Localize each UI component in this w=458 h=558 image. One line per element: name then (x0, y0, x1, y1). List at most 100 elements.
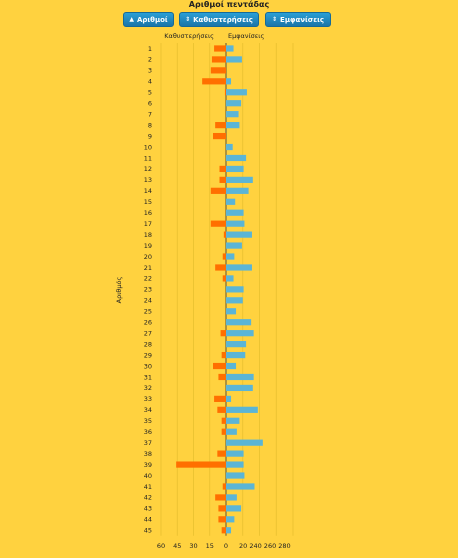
appearance-bar (226, 483, 255, 490)
appearance-bar (226, 384, 253, 392)
category-label: 36 (144, 428, 152, 436)
category-label: 17 (144, 220, 152, 228)
category-label: 4 (148, 78, 152, 86)
delay-bar (210, 220, 226, 227)
appearance-bar (226, 165, 244, 173)
category-label: 26 (144, 319, 152, 327)
appearance-bar (226, 209, 244, 216)
delay-bar (224, 89, 226, 96)
appearance-bar (226, 122, 240, 129)
category-label: 42 (144, 494, 152, 502)
delay-bar (215, 122, 226, 129)
category-label: 2 (148, 56, 152, 64)
delay-bar (214, 395, 226, 402)
category-label: 31 (144, 373, 152, 381)
tick-label: 45 (173, 542, 181, 550)
sort-arrows-icon: ⇕ (272, 16, 278, 23)
category-label: 14 (144, 187, 152, 195)
appearance-bar (226, 417, 240, 424)
delay-bar (217, 406, 226, 413)
appearance-bar (226, 45, 234, 52)
delay-bar (219, 176, 226, 183)
appearance-bar (226, 231, 252, 238)
category-labels: 1234567891011121314151617181920212223242… (144, 45, 152, 535)
category-label: 6 (148, 100, 152, 108)
category-label: 32 (144, 384, 152, 392)
category-label: 25 (144, 308, 152, 316)
category-label: 38 (144, 450, 152, 458)
category-label: 18 (144, 231, 152, 239)
appearance-bar (226, 439, 263, 446)
appearance-bar (226, 341, 247, 348)
chart-title: Αριθμοί πεντάδας (188, 0, 270, 9)
delay-bar (221, 417, 226, 424)
appearance-bar (226, 362, 237, 370)
category-label: 39 (144, 461, 152, 469)
delay-bar (222, 253, 226, 260)
category-label: 20 (144, 253, 152, 261)
tick-label: 15 (206, 542, 214, 550)
category-label: 15 (144, 198, 152, 206)
appearance-bar (226, 111, 239, 118)
delay-bar (218, 516, 226, 523)
category-label: 45 (144, 527, 152, 535)
category-label: 7 (148, 110, 152, 118)
category-label: 21 (144, 264, 152, 272)
appearance-bar (226, 428, 237, 435)
sort-by-appearances-label: Εμφανίσεις (280, 15, 324, 24)
category-label: 3 (148, 67, 152, 75)
sort-by-appearances-button[interactable]: ⇕ Εμφανίσεις (265, 12, 331, 27)
category-label: 1 (148, 45, 152, 53)
category-label: 29 (144, 351, 152, 359)
appearance-bar (226, 450, 244, 457)
appearance-bar (226, 286, 244, 293)
appearance-bar (226, 527, 232, 534)
appearance-bar (226, 319, 252, 326)
category-label: 16 (144, 209, 152, 217)
delay-bar (210, 187, 226, 194)
appearance-bar (226, 56, 242, 63)
appearance-bar (226, 89, 247, 96)
category-label: 34 (144, 406, 152, 414)
category-label: 5 (148, 89, 152, 97)
appearance-bar (226, 100, 242, 107)
appearance-bar (226, 297, 243, 304)
appearance-bar (226, 472, 245, 479)
delay-bar (219, 165, 226, 173)
category-label: 12 (144, 165, 152, 173)
appearance-bar (226, 253, 235, 260)
appearance-bar (226, 242, 242, 249)
appearance-bar (226, 373, 254, 381)
sort-by-number-button[interactable]: ▲ Αριθμοί (123, 12, 174, 27)
delay-bar (220, 330, 226, 337)
delay-bar (217, 450, 226, 457)
category-label: 43 (144, 505, 152, 513)
delay-bar (223, 231, 226, 238)
appearance-bar (226, 505, 242, 512)
appearance-bar (226, 406, 258, 413)
appearance-bar (226, 494, 237, 501)
sort-arrows-icon: ⇕ (185, 16, 191, 23)
right-header: Εμφανίσεις (228, 32, 264, 40)
appearance-bar (226, 176, 253, 183)
sort-by-delays-button[interactable]: ⇕ Καθυστερήσεις (179, 12, 259, 27)
appearance-bar (226, 220, 245, 227)
category-label: 41 (144, 483, 152, 491)
appearance-bar (226, 275, 234, 282)
appearance-bar (226, 143, 233, 151)
delay-bar (221, 428, 226, 435)
delay-bar (213, 132, 226, 140)
appearance-bar (226, 516, 235, 523)
category-label: 28 (144, 340, 152, 348)
delay-bar (210, 67, 226, 74)
delay-bar (211, 56, 226, 63)
category-label: 27 (144, 329, 152, 337)
tick-label: 60 (157, 542, 165, 550)
delay-bar (202, 78, 226, 85)
appearance-bar (226, 308, 237, 315)
y-axis-label: Αριθμός (115, 276, 123, 303)
delay-bar (214, 45, 226, 52)
appearance-bar (226, 198, 236, 205)
category-label: 13 (144, 176, 152, 184)
